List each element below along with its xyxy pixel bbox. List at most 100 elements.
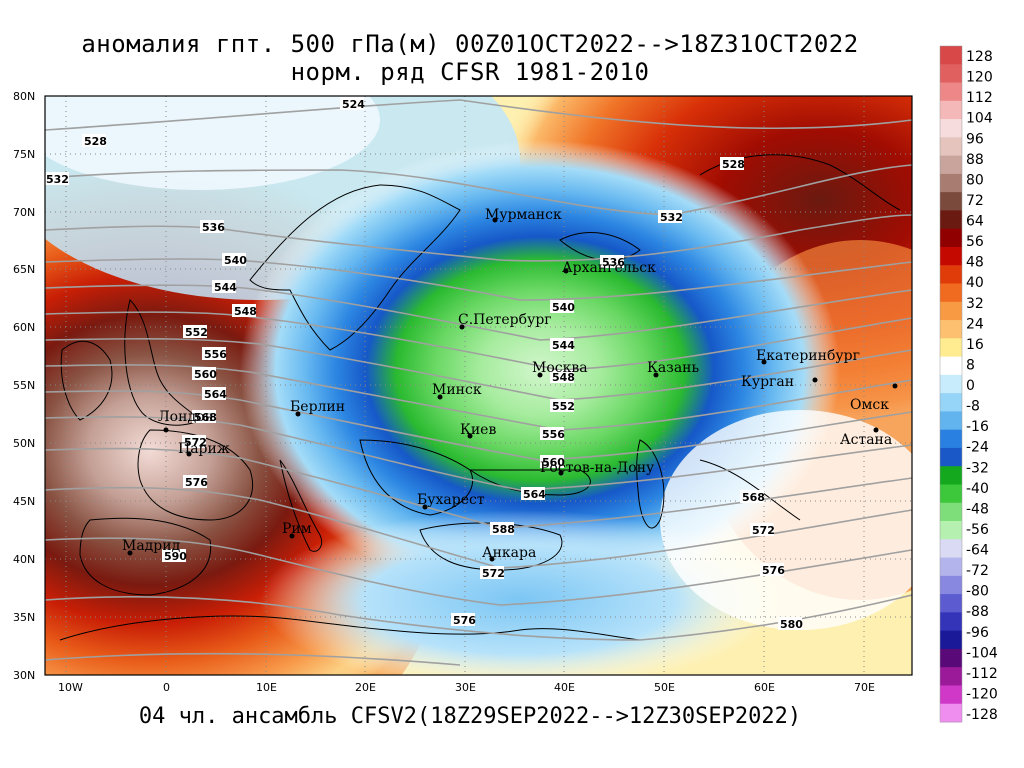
colorbar-label: -48: [966, 501, 989, 517]
colorbar-swatch: [940, 210, 962, 230]
svg-text:Курган: Курган: [741, 374, 794, 390]
colorbar-label: 72: [966, 193, 984, 209]
colorbar-label: 48: [966, 255, 984, 271]
city-omsk: Омск: [850, 383, 898, 413]
city-minsk: Минск: [432, 382, 482, 400]
colorbar-label: -120: [966, 686, 998, 702]
isoline-label-552-east: 552: [550, 399, 575, 413]
colorbar-swatch: [940, 575, 962, 595]
colorbar-swatch: [940, 447, 962, 467]
city-rostov-na-donu: Ростов-на-Дону: [540, 460, 655, 476]
svg-text:556: 556: [542, 428, 565, 441]
colorbar-swatch: [940, 173, 962, 193]
svg-text:548: 548: [234, 305, 257, 318]
colorbar-swatch: [940, 137, 962, 157]
colorbar-swatch: [940, 46, 962, 65]
colorbar-swatch: [940, 301, 962, 321]
svg-text:588: 588: [492, 523, 515, 536]
colorbar-label: -96: [966, 625, 989, 641]
svg-text:Минск: Минск: [432, 382, 482, 398]
svg-text:Бухарест: Бухарест: [417, 492, 485, 508]
isoline-label-568-east: 568: [740, 490, 765, 504]
svg-text:Ростов-на-Дону: Ростов-на-Дону: [540, 460, 655, 476]
colorbar-label: -8: [966, 399, 980, 415]
colorbar-label: 8: [966, 357, 975, 373]
svg-text:10W: 10W: [58, 681, 83, 694]
svg-text:40N: 40N: [13, 553, 35, 566]
colorbar-label: 24: [966, 316, 984, 332]
colorbar-label: 120: [966, 70, 993, 86]
svg-text:528: 528: [722, 158, 745, 171]
svg-text:70E: 70E: [854, 681, 875, 694]
ensemble-caption: 04 чл. ансамбль CFSV2(18Z29SEP2022-->12Z…: [138, 704, 802, 729]
isoline-label-556-east: 556: [540, 427, 565, 441]
isoline-label-572-east: 572: [750, 523, 775, 537]
svg-text:572: 572: [184, 436, 207, 449]
isoline-label-580: 580: [778, 617, 803, 631]
svg-text:536: 536: [602, 256, 625, 269]
colorbar-swatch: [940, 612, 962, 632]
isoline-label-552-west: 552: [183, 325, 208, 339]
svg-text:Омск: Омск: [850, 397, 889, 413]
colorbar-label: 88: [966, 152, 984, 168]
colorbar-label: -112: [966, 666, 998, 682]
colorbar-label: -64: [966, 543, 989, 559]
svg-text:Архангельск: Архангельск: [562, 260, 656, 276]
colorbar-label: -16: [966, 419, 989, 435]
svg-text:65N: 65N: [13, 263, 35, 276]
colorbar-swatch: [940, 648, 962, 668]
colorbar-swatch: [940, 100, 962, 120]
svg-text:Париж: Париж: [178, 441, 230, 457]
svg-text:524: 524: [342, 98, 365, 111]
city-paris: Париж: [178, 441, 230, 457]
city-astana: Астана: [840, 427, 892, 448]
city-yekaterinburg: Екатеринбург: [756, 348, 860, 365]
colorbar-swatch: [940, 265, 962, 285]
colorbar-label: 32: [966, 296, 984, 312]
isoline-label-532-east: 532: [658, 210, 683, 224]
colorbar-swatch: [940, 685, 962, 705]
svg-text:572: 572: [752, 524, 775, 537]
city-berlin: Берлин: [290, 399, 345, 417]
svg-text:Берлин: Берлин: [290, 399, 345, 415]
isoline-label-560-east: 560: [540, 455, 565, 469]
colorbar-swatch: [940, 521, 962, 540]
colorbar-swatch: [940, 393, 962, 412]
svg-text:556: 556: [204, 348, 227, 361]
isoline-label-544-east: 544: [550, 338, 575, 352]
svg-text:30N: 30N: [13, 669, 35, 682]
svg-text:Анкара: Анкара: [482, 545, 536, 561]
svg-text:568: 568: [194, 411, 217, 424]
isoline-label-564-east: 564: [521, 487, 546, 501]
svg-text:532: 532: [660, 211, 683, 224]
svg-text:536: 536: [202, 221, 225, 234]
city-arkhangelsk: Архангельск: [562, 260, 656, 276]
city-rome: Рим: [282, 521, 312, 539]
colorbar-label: -80: [966, 584, 989, 600]
isoline-label-576-east: 576: [760, 563, 785, 577]
colorbar-swatch: [940, 356, 962, 376]
map-subtitle: норм. ряд CFSR 1981-2010: [290, 58, 650, 86]
colorbar-swatch: [940, 246, 962, 266]
city-murmansk: Мурманск: [485, 207, 562, 223]
isoline-label-540-east: 540: [550, 300, 575, 314]
svg-text:Киев: Киев: [460, 422, 496, 438]
svg-text:580: 580: [780, 618, 803, 631]
colorbar-label: 0: [966, 378, 975, 394]
colorbar-label: -32: [966, 460, 989, 476]
latitude-axis: 80N 75N 70N 65N 60N 55N 50N 45N 40N 35N …: [13, 90, 35, 682]
svg-text:Рим: Рим: [282, 521, 312, 537]
colorbar-swatch: [940, 630, 962, 650]
colorbar-swatch: [940, 594, 962, 613]
svg-text:Астана: Астана: [840, 432, 892, 448]
map-title: аномалия гпт. 500 гПа(м) 00Z01OCT2022-->…: [81, 30, 859, 58]
isoline-label-544-west: 544: [212, 280, 237, 294]
colorbar-label: -128: [966, 707, 998, 723]
geopotential-isolines: [45, 99, 912, 666]
colorbar-swatch: [940, 411, 962, 431]
svg-text:10E: 10E: [256, 681, 277, 694]
isoline-label-590: 590: [162, 549, 187, 563]
city-st-petersburg: С.Петербург: [458, 312, 552, 330]
colorbar-swatch: [940, 155, 962, 175]
colorbar-swatch: [940, 703, 962, 723]
